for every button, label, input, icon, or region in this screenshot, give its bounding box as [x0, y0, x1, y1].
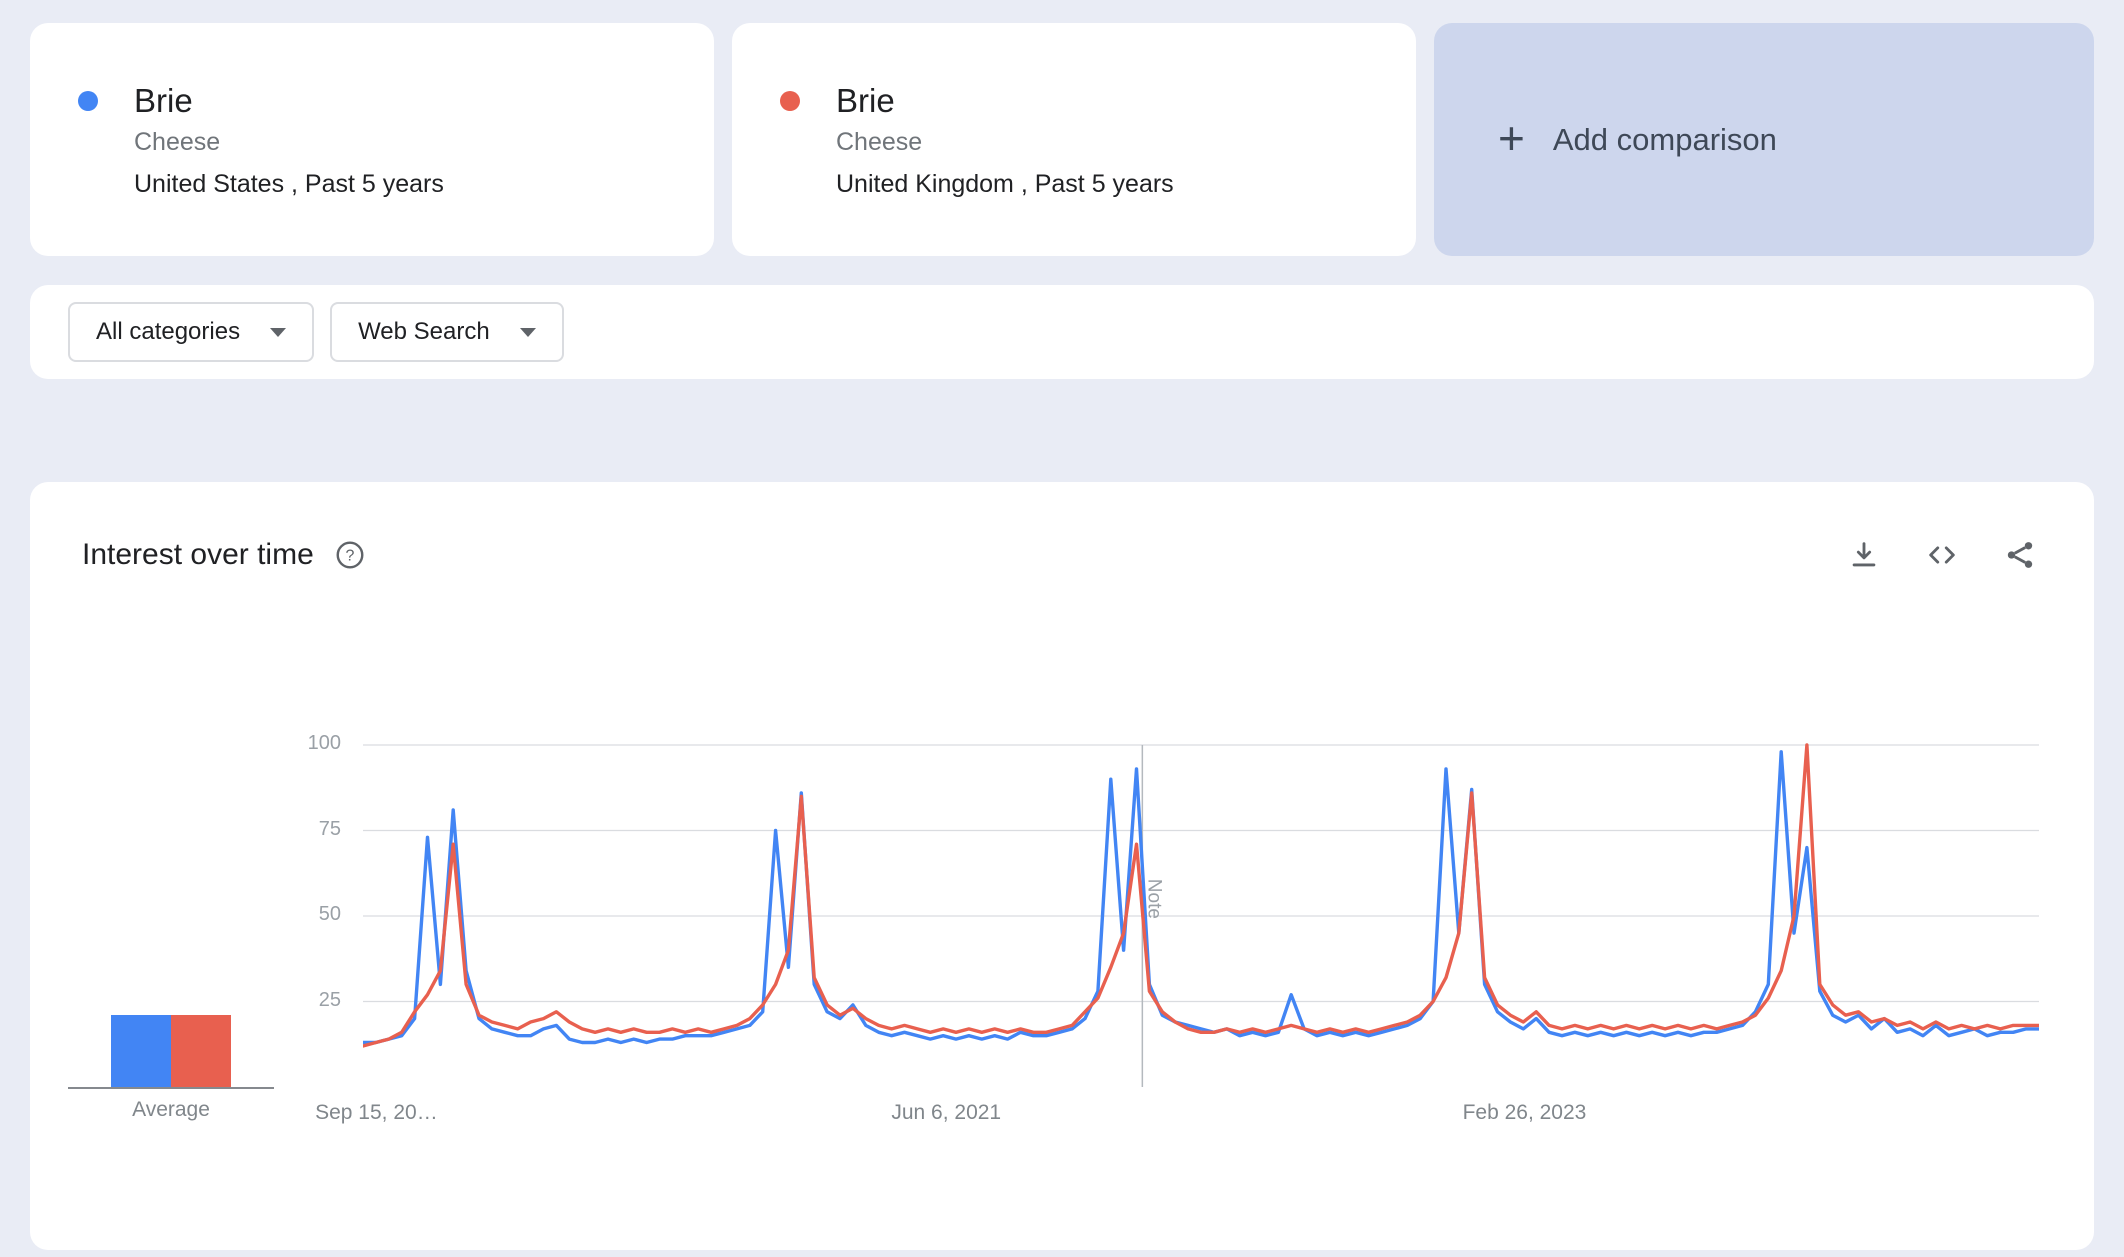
help-button[interactable]: ?	[334, 539, 366, 571]
y-axis-tick: 50	[318, 903, 341, 925]
search-type-filter-dropdown[interactable]: Web Search	[330, 302, 564, 362]
x-axis-label: Sep 15, 20…	[315, 1101, 438, 1124]
x-axis: Sep 15, 20… Jun 6, 2021 Feb 26, 2023	[315, 1091, 2039, 1133]
line-chart[interactable]: Note Sep 15, 20… Jun 6, 2021 Feb 26, 2023 …	[308, 732, 2039, 1133]
plus-icon: +	[1498, 111, 1525, 164]
comparison-card-us[interactable]: Brie Cheese United States , Past 5 years	[30, 23, 714, 256]
x-axis-label: Feb 26, 2023	[1462, 1101, 1587, 1124]
average-label: Average	[132, 1098, 210, 1121]
add-comparison-label: Add comparison	[1552, 121, 1777, 157]
interest-over-time-card: Interest over time ?	[30, 482, 2094, 1250]
share-icon	[2007, 542, 2033, 568]
chevron-down-icon	[519, 327, 536, 337]
series-color-dot-red	[780, 91, 800, 111]
series-color-dot-blue	[78, 91, 98, 111]
search-type-filter-label: Web Search	[358, 318, 490, 345]
term-topic: Cheese	[836, 127, 923, 156]
share-button[interactable]	[2003, 538, 2037, 572]
chevron-down-icon	[270, 327, 287, 337]
average-bar-red[interactable]	[171, 1015, 231, 1087]
add-comparison-button[interactable]: + Add comparison	[1434, 23, 2094, 256]
average-bars	[68, 742, 274, 1089]
y-axis-tick: 25	[318, 988, 341, 1011]
term-scope: United States , Past 5 years	[134, 169, 444, 198]
term-info: Brie Cheese United States , Past 5 years	[134, 81, 444, 256]
category-filter-label: All categories	[96, 318, 241, 345]
chart-title: Interest over time	[82, 538, 314, 571]
term-scope: United Kingdom , Past 5 years	[836, 169, 1174, 198]
x-axis-label: Jun 6, 2021	[891, 1101, 1002, 1124]
y-axis-tick: 75	[318, 817, 341, 840]
svg-text:?: ?	[345, 548, 354, 565]
average-column: Average	[68, 742, 274, 1133]
chart-toolbar	[1847, 538, 2037, 572]
comparison-card-uk[interactable]: Brie Cheese United Kingdom , Past 5 year…	[732, 23, 1416, 256]
embed-button[interactable]	[1925, 538, 1959, 572]
download-button[interactable]	[1847, 538, 1881, 572]
search-term: Brie	[836, 82, 895, 119]
help-icon: ?	[336, 541, 364, 569]
line-chart-svg[interactable]: Note	[363, 742, 2039, 1091]
embed-code-icon	[1929, 546, 1955, 564]
note-label: Note	[1143, 879, 1164, 919]
trend-line-blue[interactable]	[363, 750, 2039, 1045]
term-topic: Cheese	[134, 127, 221, 156]
search-term: Brie	[134, 82, 193, 119]
chart-area: Average Note Sep 15, 20… Jun 6, 2021 Feb 2…	[68, 732, 2039, 1133]
y-axis-tick: 100	[307, 732, 341, 754]
comparison-bar: Brie Cheese United States , Past 5 years…	[30, 23, 2094, 256]
filter-bar: All categories Web Search	[30, 285, 2094, 379]
term-info: Brie Cheese United Kingdom , Past 5 year…	[836, 81, 1174, 256]
category-filter-dropdown[interactable]: All categories	[68, 302, 315, 362]
trend-line-red[interactable]	[363, 743, 2039, 1048]
average-bar-blue[interactable]	[111, 1015, 171, 1087]
download-icon	[1852, 542, 1876, 567]
chart-card-header: Interest over time ?	[30, 482, 2094, 572]
